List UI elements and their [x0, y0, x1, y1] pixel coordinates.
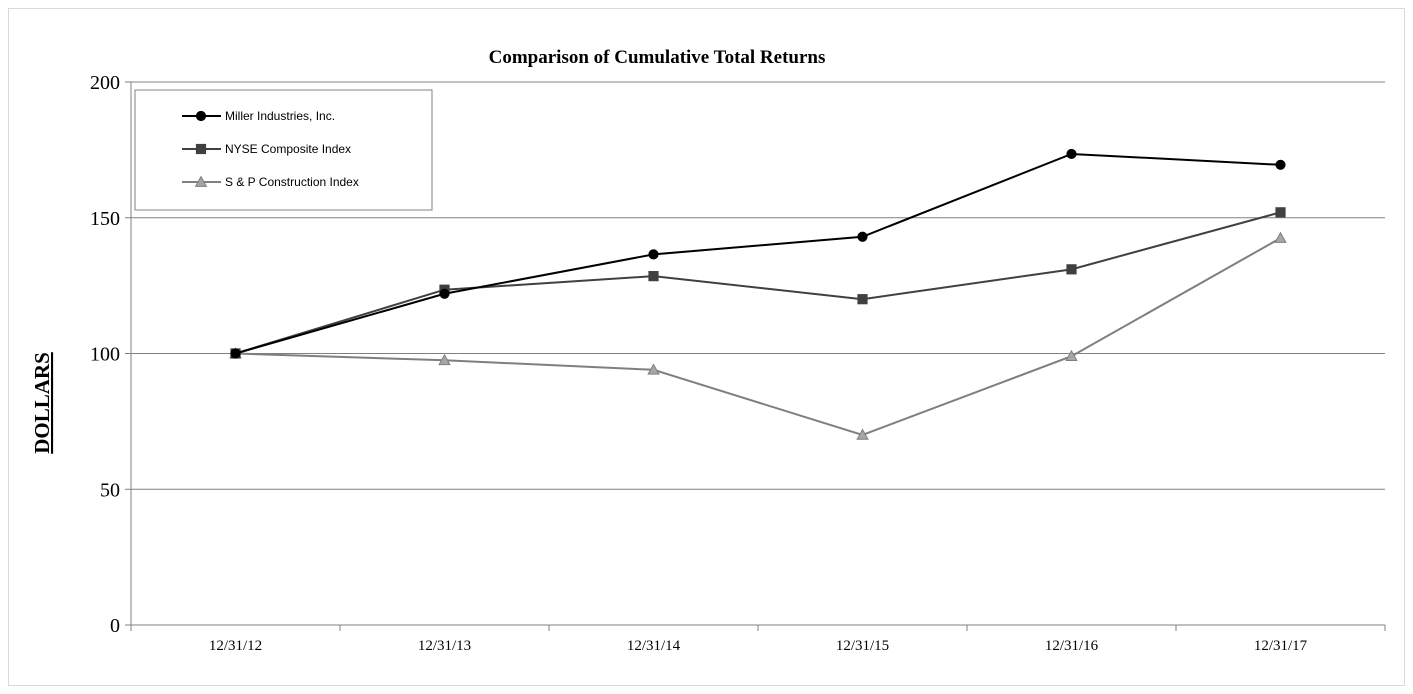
y-tick-label: 200 [90, 72, 120, 94]
x-tick-label: 12/31/16 [1045, 638, 1099, 654]
legend-item: S & P Construction Index [182, 175, 359, 189]
y-tick-label: 0 [110, 615, 120, 637]
legend-label: Miller Industries, Inc. [225, 109, 335, 123]
data-point [438, 353, 451, 366]
gridlines [131, 81, 1385, 490]
legend-item: Miller Industries, Inc. [182, 109, 335, 123]
series-1 [230, 207, 1286, 359]
data-point [439, 288, 450, 299]
y-tick-labels: 0 50 100 150 200 [90, 72, 120, 637]
data-point [1274, 231, 1287, 243]
chart-title: Comparison of Cumulative Total Returns [489, 47, 826, 68]
legend-label: S & P Construction Index [225, 175, 359, 189]
data-point [1066, 264, 1077, 275]
data-point [647, 363, 660, 375]
x-tick-label: 12/31/17 [1254, 638, 1308, 654]
axes [125, 81, 1386, 631]
data-point [1065, 349, 1078, 362]
data-point [857, 231, 868, 242]
legend-label: NYSE Composite Index [225, 142, 351, 156]
legend: Miller Industries, Inc. NYSE Composite In… [134, 89, 433, 211]
series-lines [229, 148, 1287, 440]
x-tick-label: 12/31/14 [627, 638, 681, 654]
x-tick-label: 12/31/12 [209, 638, 262, 654]
y-axis-label: DOLLARS [30, 352, 54, 454]
data-point [230, 348, 241, 359]
data-point [648, 249, 659, 260]
series-0 [230, 148, 1286, 359]
series-line [235, 211, 1281, 355]
x-tick-label: 12/31/13 [418, 638, 471, 654]
x-tick-labels: 12/31/12 12/31/13 12/31/14 12/31/15 12/31/16… [209, 638, 1308, 654]
y-tick-label: 150 [90, 208, 120, 230]
series-line [235, 152, 1281, 355]
data-point [856, 428, 869, 440]
data-point [1275, 159, 1286, 170]
data-point [1275, 207, 1286, 218]
data-point [857, 294, 868, 305]
legend-item: NYSE Composite Index [182, 142, 351, 156]
y-tick-label: 50 [100, 479, 120, 501]
data-point [648, 271, 659, 282]
y-tick-label: 100 [90, 344, 120, 366]
series-2 [229, 231, 1287, 440]
x-tick-label: 12/31/15 [836, 638, 889, 654]
legend-marker [195, 110, 207, 122]
series-line [235, 237, 1281, 437]
legend-marker [194, 175, 208, 187]
data-point [1066, 148, 1077, 160]
legend-marker [195, 143, 207, 155]
